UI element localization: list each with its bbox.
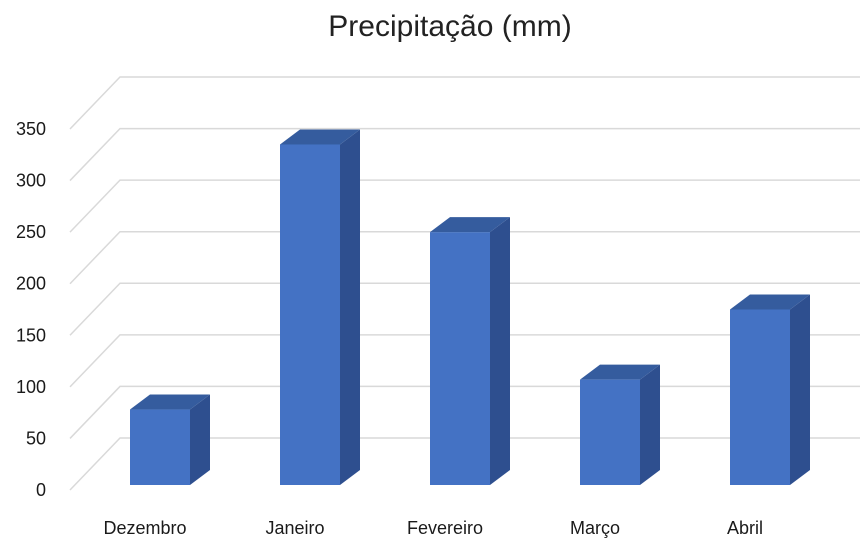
y-tick-label: 250 [16, 222, 46, 242]
bar-top [730, 294, 810, 310]
bar-top [430, 217, 510, 233]
y-tick-label: 350 [16, 119, 46, 139]
gridline [69, 282, 860, 336]
bar [130, 409, 190, 485]
y-tick-label: 200 [16, 274, 46, 294]
gridline [69, 334, 860, 388]
bar-side [490, 217, 510, 485]
gridline [69, 179, 860, 233]
x-tick-label: Janeiro [265, 518, 324, 538]
bar-top [130, 394, 210, 410]
y-tick-label: 300 [16, 171, 46, 191]
bar [730, 309, 790, 485]
bar [580, 379, 640, 485]
bar-top [280, 129, 360, 145]
chart-title: Precipitação (mm) [328, 10, 572, 43]
y-tick-label: 100 [16, 377, 46, 397]
x-tick-label: Fevereiro [407, 518, 483, 538]
bar [280, 144, 340, 485]
x-tick-label: Abril [727, 518, 763, 538]
bar-top [580, 364, 660, 380]
bar-side [190, 394, 210, 485]
gridline [69, 127, 860, 182]
bar-side [640, 364, 660, 485]
bar-side [790, 294, 810, 485]
bar-side [340, 129, 360, 485]
y-tick-label: 150 [16, 325, 46, 345]
bar [430, 232, 490, 485]
gridline [69, 76, 860, 130]
gridline [69, 230, 860, 285]
x-tick-label: Março [570, 518, 620, 538]
y-tick-label: 50 [26, 428, 46, 448]
x-tick-label: Dezembro [103, 518, 186, 538]
y-tick-label: 0 [36, 480, 46, 500]
